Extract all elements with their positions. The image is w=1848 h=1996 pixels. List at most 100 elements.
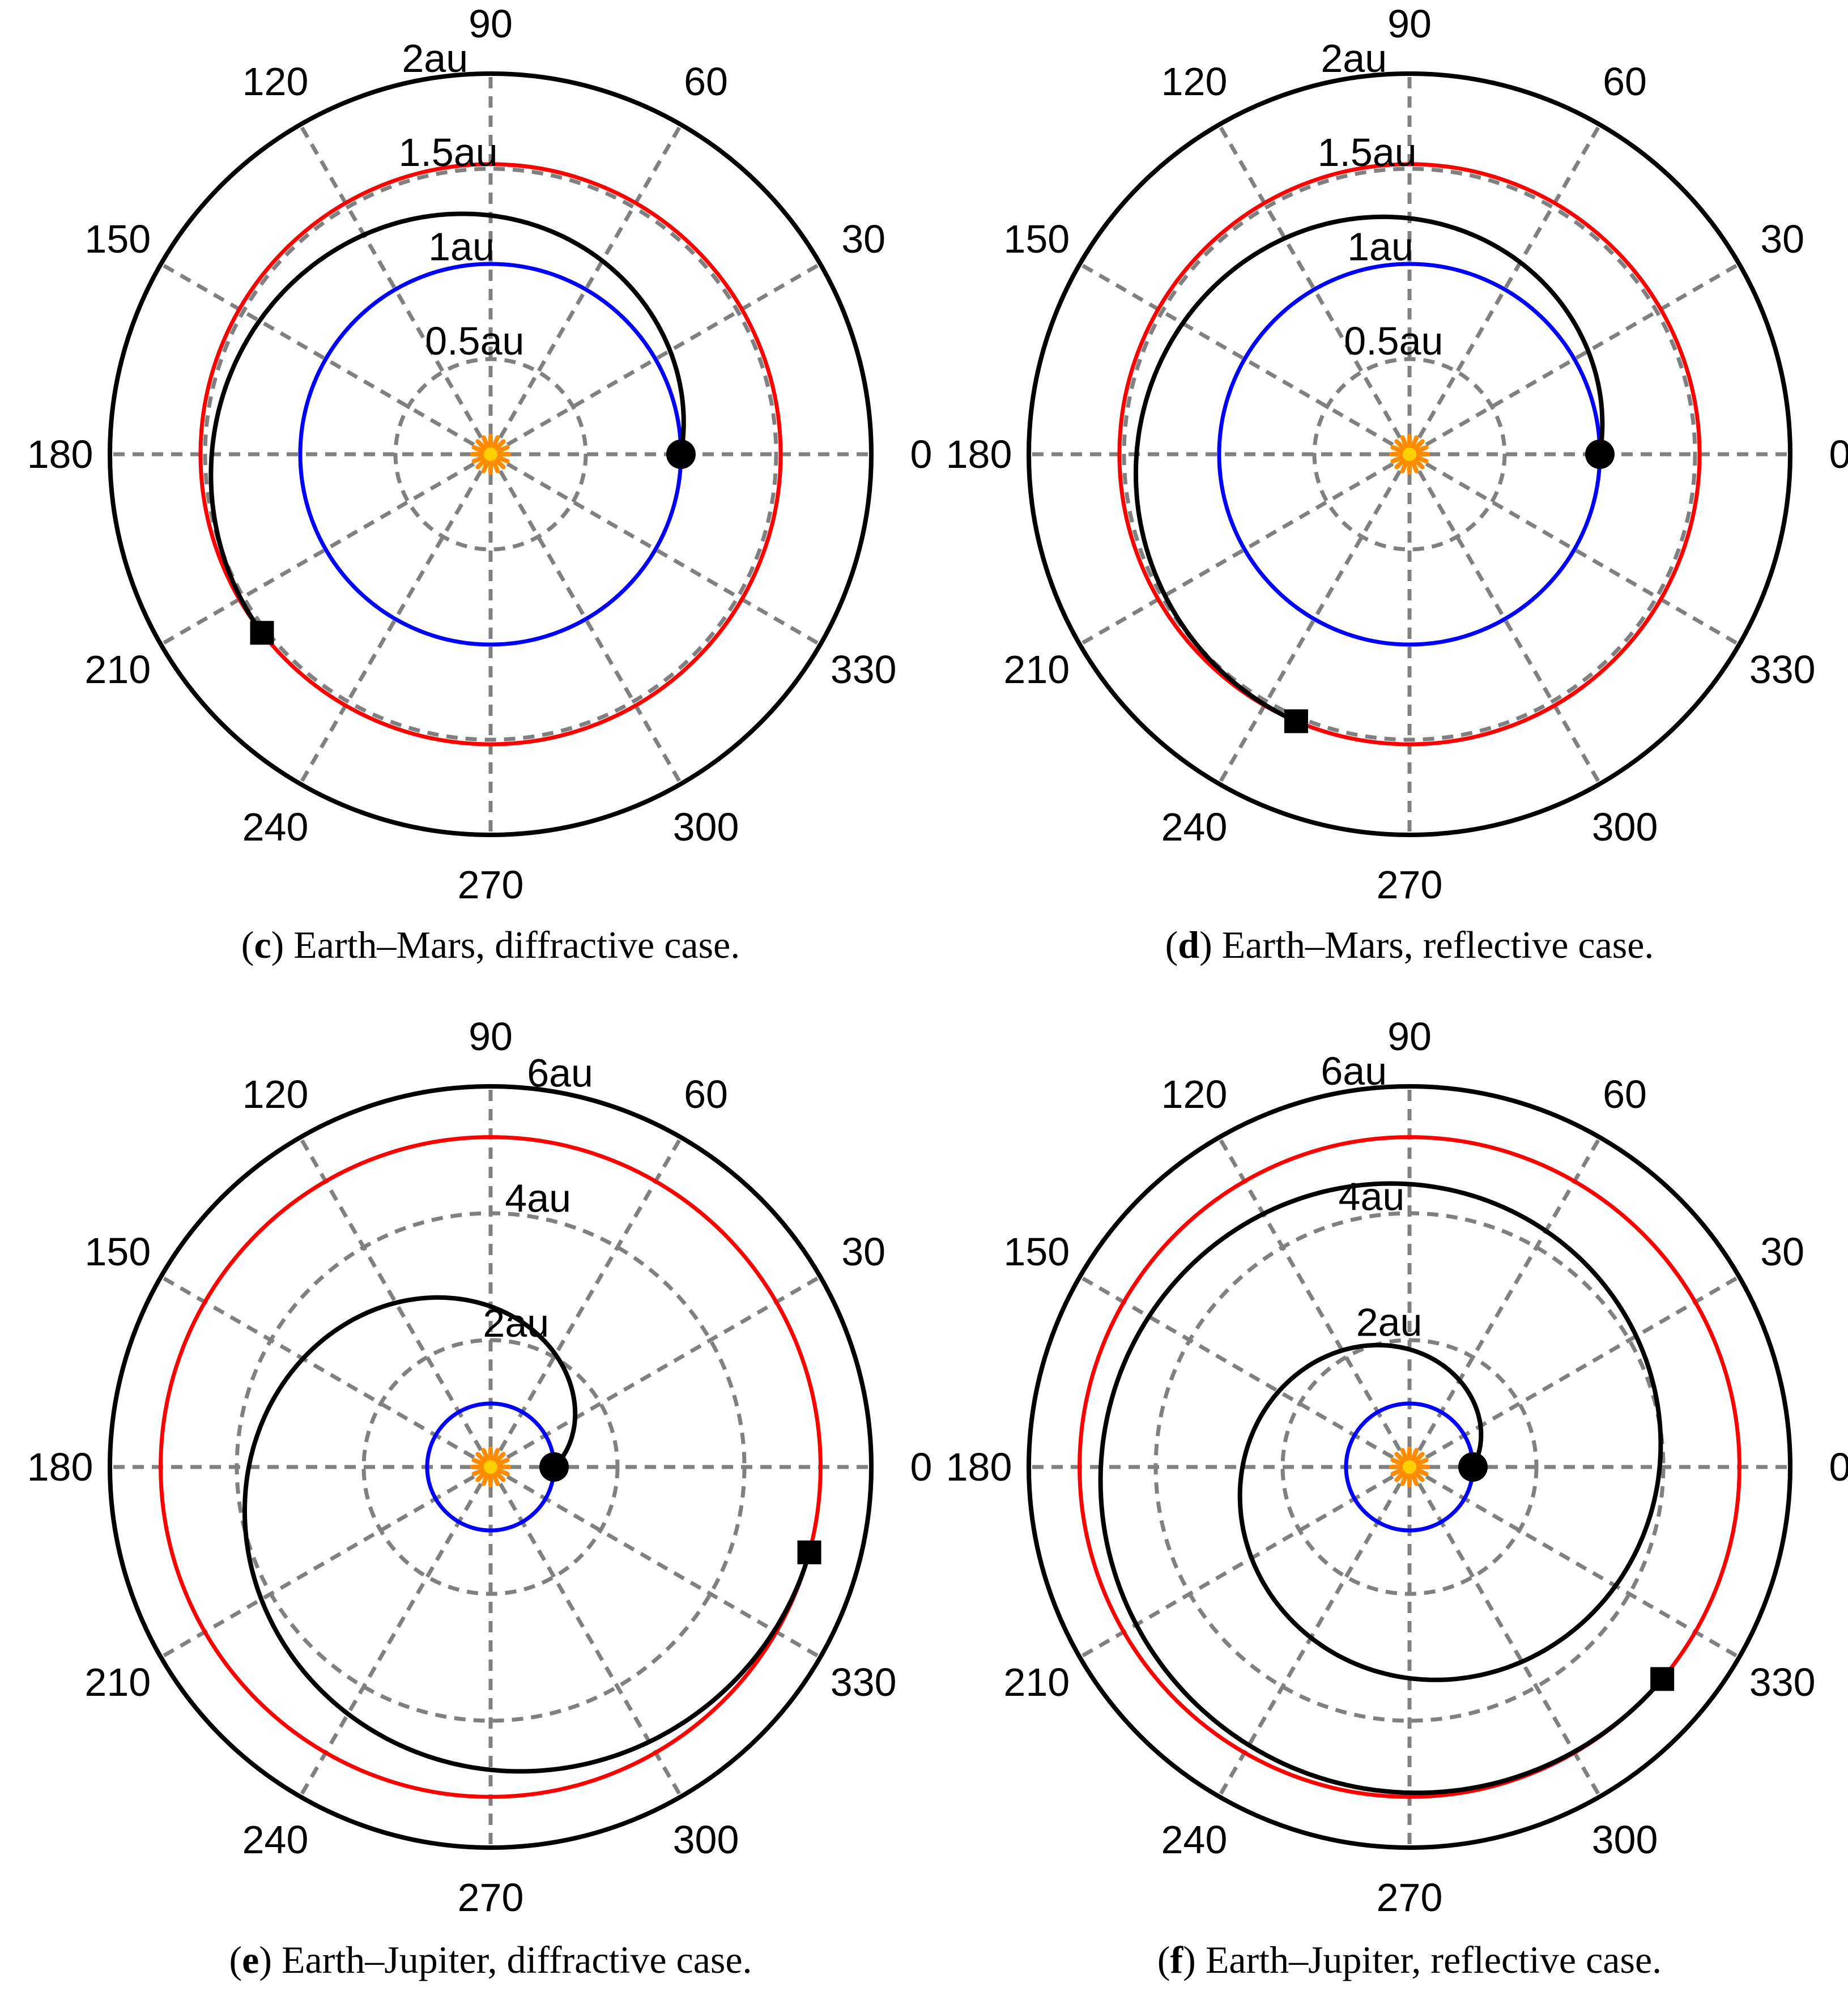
angle-tick-label: 60 — [684, 59, 728, 104]
grid-spoke — [160, 1274, 492, 1469]
radial-label: 6au — [1321, 1049, 1387, 1093]
radial-label: 4au — [1339, 1175, 1405, 1219]
grid-spoke — [298, 453, 493, 785]
angle-tick-label: 90 — [1387, 2, 1432, 46]
panel-c: 0 30 60 90 120 150 180 210 240 270 300 330 0.5au 1au 1… — [27, 2, 932, 966]
grid-spoke — [489, 262, 821, 457]
outer-frame — [108, 71, 874, 837]
angle-tick-label: 30 — [1760, 1230, 1804, 1274]
angle-tick-label: 330 — [831, 1660, 897, 1704]
grid-spoke — [488, 453, 683, 785]
angle-tick-label: 330 — [1749, 1660, 1816, 1704]
angle-tick-label: 150 — [1003, 217, 1070, 261]
arrival-marker — [1284, 709, 1308, 733]
angle-tick-label: 60 — [1603, 1072, 1647, 1116]
arrival-marker — [250, 621, 274, 645]
target-orbit — [159, 1135, 823, 1799]
grid-circle — [361, 1338, 620, 1596]
radial-label: 1au — [428, 225, 495, 269]
trajectory — [208, 211, 686, 634]
angle-tick-label: 0 — [910, 432, 932, 476]
grid-circle — [1312, 357, 1507, 552]
target-orbit — [1078, 1135, 1741, 1799]
grid-spoke — [1217, 123, 1412, 455]
grid-spoke — [1408, 452, 1740, 647]
grid-spoke — [1408, 1274, 1740, 1469]
angle-tick-label: 30 — [1760, 217, 1804, 261]
panel-d: 0 30 60 90 120 150 180 210 240 270 300 330 0.5au 1au 1… — [946, 2, 1848, 966]
grid-circle — [1122, 167, 1697, 742]
panel-f: 0 30 60 90 120 150 180 210 240 270 300 330 2au 4au 6au… — [946, 1014, 1848, 1981]
angle-tick-label: 60 — [1603, 59, 1647, 104]
angle-tick-label: 270 — [458, 863, 524, 907]
angle-tick-label: 210 — [84, 1660, 151, 1704]
caption-text: ) Earth–Mars, reflective case. — [1199, 923, 1654, 966]
angle-tick-label: 0 — [910, 1445, 932, 1489]
angle-tick-label: 30 — [841, 1230, 885, 1274]
trajectory — [1098, 1181, 1664, 1795]
radial-label: 2au — [1356, 1300, 1423, 1345]
grid-spoke — [1079, 262, 1411, 457]
angle-tick-label: 300 — [1592, 1818, 1658, 1862]
grid-spoke — [160, 1465, 492, 1660]
grid-spoke — [489, 1465, 821, 1660]
radial-label: 1au — [1347, 225, 1413, 269]
grid-spoke — [298, 1466, 493, 1798]
departure-marker — [666, 440, 696, 469]
grid-spoke — [489, 452, 821, 647]
caption-tag: e — [242, 1938, 259, 1981]
radial-label: 0.5au — [1344, 319, 1443, 363]
target-orbit — [1117, 162, 1702, 747]
grid-circle — [203, 167, 778, 742]
radial-label: 2au — [483, 1301, 549, 1345]
sun-icon — [470, 1447, 511, 1487]
caption-tag: d — [1178, 923, 1199, 966]
caption-tag: c — [254, 923, 271, 966]
grid-spoke — [488, 123, 683, 455]
panel-e: 0 30 60 90 120 150 180 210 240 270 300 330 2au 4au 6au… — [27, 1014, 932, 1981]
radial-label: 2au — [1321, 36, 1387, 80]
sun-icon — [470, 434, 511, 475]
angle-tick-label: 330 — [831, 647, 897, 692]
grid-spoke — [1217, 453, 1412, 785]
grid-spoke — [1079, 1465, 1411, 1660]
outer-frame — [108, 1084, 874, 1850]
caption-open: ( — [241, 923, 254, 966]
angle-tick-label: 270 — [1377, 1875, 1443, 1920]
angle-tick-label: 60 — [684, 1072, 728, 1116]
angle-tick-label: 240 — [1161, 805, 1228, 849]
panel-caption: (e) Earth–Jupiter, diffractive case. — [229, 1938, 752, 1981]
angle-tick-label: 90 — [469, 1014, 513, 1059]
angle-tick-label: 180 — [27, 1445, 93, 1489]
target-orbit — [198, 162, 783, 747]
caption-open: ( — [229, 1938, 242, 1981]
angle-tick-label: 120 — [242, 59, 309, 104]
outer-frame — [1027, 1084, 1792, 1850]
grid-spoke — [1408, 262, 1740, 457]
radial-label: 1.5au — [1318, 130, 1417, 174]
departure-marker — [1458, 1452, 1488, 1482]
caption-open: ( — [1157, 1938, 1170, 1981]
caption-open: ( — [1165, 923, 1178, 966]
angle-tick-label: 120 — [1161, 1072, 1228, 1116]
angle-tick-label: 120 — [242, 1072, 309, 1116]
angle-tick-label: 30 — [841, 217, 885, 261]
angle-tick-label: 240 — [242, 1818, 309, 1862]
angle-tick-label: 150 — [1003, 1230, 1070, 1274]
grid-circle — [1153, 1211, 1666, 1723]
grid-circle — [393, 357, 588, 552]
angle-tick-label: 270 — [1377, 863, 1443, 907]
outer-frame — [1027, 71, 1792, 837]
grid-spoke — [1217, 1466, 1412, 1798]
radial-label: 4au — [505, 1176, 571, 1220]
sun-center — [1403, 1460, 1416, 1474]
angle-tick-label: 150 — [84, 1230, 151, 1274]
angle-tick-label: 210 — [1003, 647, 1070, 692]
angle-tick-label: 0 — [1829, 1445, 1848, 1489]
angle-tick-label: 180 — [946, 432, 1012, 476]
panel-caption: (f) Earth–Jupiter, reflective case. — [1157, 1938, 1662, 1981]
caption-tag: f — [1170, 1938, 1184, 1981]
angle-tick-label: 180 — [946, 1445, 1012, 1489]
grid-spoke — [298, 123, 493, 455]
